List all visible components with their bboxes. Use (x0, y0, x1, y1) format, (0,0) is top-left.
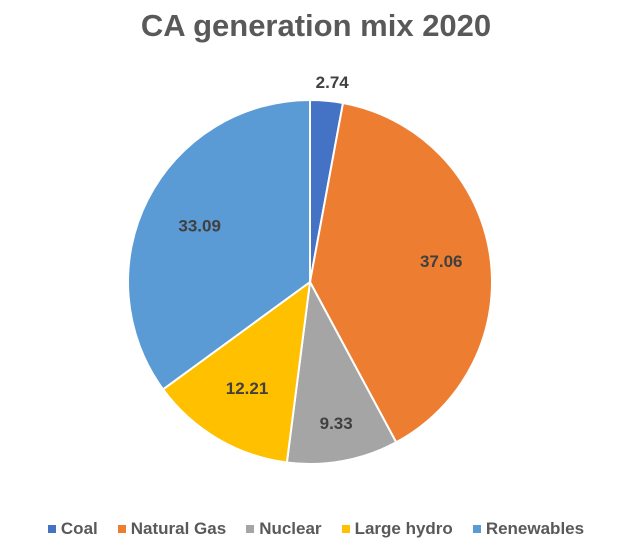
legend-swatch-large-hydro (341, 525, 350, 533)
legend-item-renewables: Renewables (472, 519, 585, 539)
pie-slice-renewables (127, 98, 311, 391)
legend-swatch-nuclear (246, 525, 255, 533)
data-label-natural-gas: 37.06 (420, 252, 463, 271)
legend: Coal Natural Gas Nuclear Large hydro Renewab… (0, 519, 632, 539)
legend-item-coal: Coal (47, 519, 98, 539)
legend-item-nuclear: Nuclear (246, 519, 322, 539)
data-label-large-hydro: 12.21 (226, 379, 269, 398)
legend-label-natural-gas: Natural Gas (130, 519, 227, 538)
legend-swatch-renewables (472, 525, 481, 533)
legend-label-large-hydro: Large hydro (354, 519, 453, 538)
legend-label-coal: Coal (60, 519, 98, 538)
legend-item-natural-gas: Natural Gas (117, 519, 227, 539)
pie-slice-natural-gas (308, 101, 493, 444)
legend-item-large-hydro: Large hydro (341, 519, 453, 539)
legend-swatch-coal (47, 525, 56, 533)
data-label-renewables: 33.09 (178, 216, 221, 235)
legend-label-nuclear: Nuclear (259, 519, 322, 538)
legend-swatch-natural-gas (117, 525, 126, 533)
legend-label-renewables: Renewables (485, 519, 585, 538)
pie-slice-nuclear (285, 278, 398, 465)
data-label-nuclear: 9.33 (320, 414, 353, 433)
data-label-coal: 2.74 (316, 73, 350, 92)
chart-title: CA generation mix 2020 (140, 8, 492, 43)
pie-slice-large-hydro (161, 279, 312, 464)
pie-chart: 2.74 37.06 9.33 12.21 33.09 (127, 73, 493, 465)
